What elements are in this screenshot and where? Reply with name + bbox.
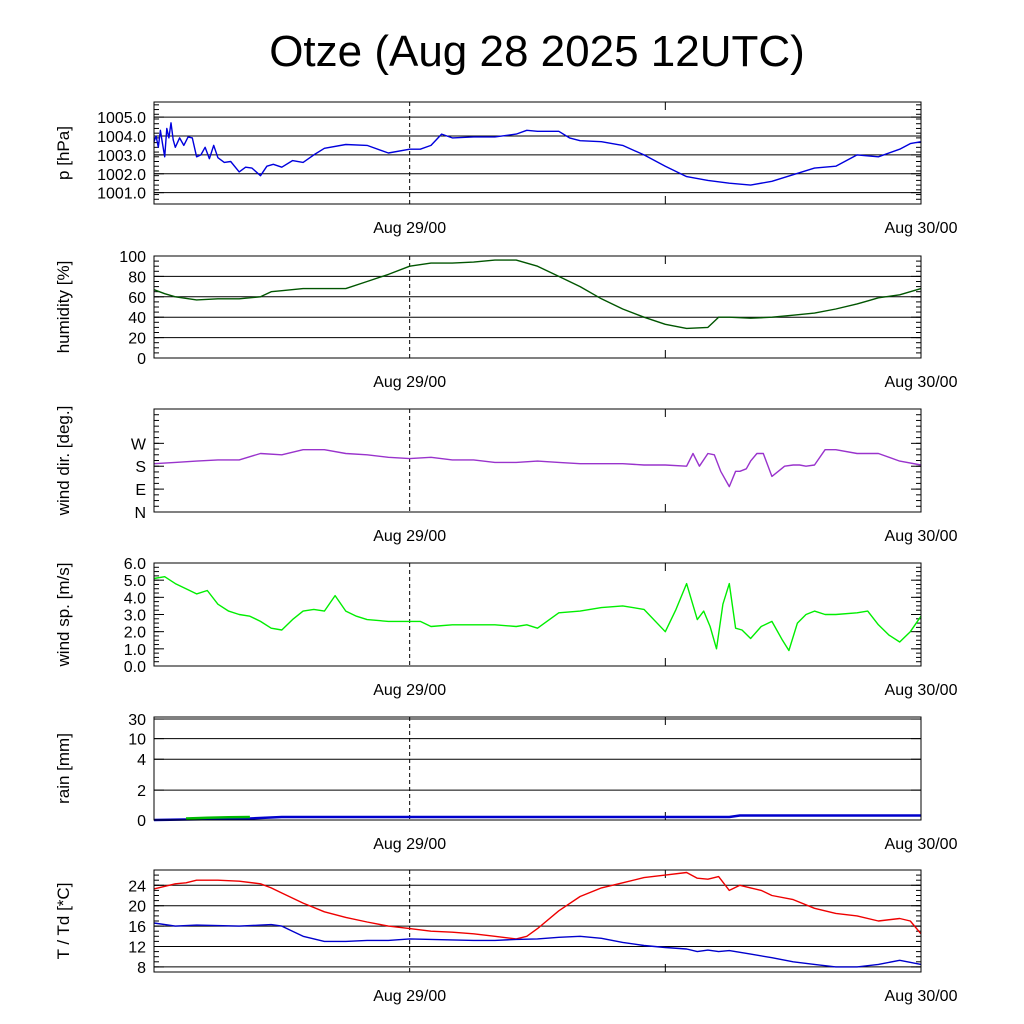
chart-title: Otze (Aug 28 2025 12UTC) (269, 27, 805, 76)
ytick-label: 1005.0 (97, 110, 146, 127)
y-axis-label: wind dir. [deg.] (54, 406, 73, 517)
xtick-label: Aug 29/00 (373, 988, 446, 1005)
xtick-label: Aug 29/00 (373, 374, 446, 391)
ytick-label: 12 (128, 940, 146, 957)
ytick-label: 20 (128, 331, 146, 348)
ytick-label: 4.0 (124, 590, 146, 607)
ytick-label: 0 (137, 813, 146, 830)
ytick-label: 1003.0 (97, 148, 146, 165)
xtick-label: Aug 30/00 (885, 988, 958, 1005)
xtick-label: Aug 29/00 (373, 682, 446, 699)
xtick-label: Aug 30/00 (885, 682, 958, 699)
ytick-label: 1001.0 (97, 186, 146, 203)
xtick-label: Aug 30/00 (885, 220, 958, 237)
plot-frame (153, 562, 922, 667)
y-axis-label: T / Td [*C] (54, 883, 73, 960)
series-line-2 (185, 815, 250, 820)
ytick-label: 20 (128, 899, 146, 916)
ytick-label: 2 (137, 783, 146, 800)
y-axis-label: p [hPa] (54, 126, 73, 180)
panel-2: 0 20 40 60 80 100 Aug 29/00 Aug 30/00 humidity [… (54, 249, 958, 391)
ytick-label: 2.0 (124, 625, 146, 642)
plot-frame (153, 869, 922, 973)
ytick-label: 24 (128, 878, 146, 895)
series-line-1 (153, 122, 922, 186)
ytick-label: 8 (137, 960, 146, 977)
ytick-label: 1002.0 (97, 167, 146, 184)
series-line-1 (153, 449, 922, 488)
ytick-label: 10 (128, 732, 146, 749)
y-axis-label: rain [mm] (54, 733, 73, 804)
series-line-1 (153, 814, 921, 822)
ytick-label: 40 (128, 310, 146, 327)
ytick-label: S (135, 459, 146, 476)
ytick-label: E (135, 482, 146, 499)
plot-frame (153, 101, 922, 205)
ytick-label: 100 (119, 249, 146, 266)
ytick-label: N (134, 505, 146, 522)
xtick-label: Aug 30/00 (885, 528, 958, 545)
xtick-label: Aug 30/00 (885, 374, 958, 391)
xtick-label: Aug 29/00 (373, 836, 446, 853)
ytick-label: 1.0 (124, 642, 146, 659)
xtick-label: Aug 29/00 (373, 528, 446, 545)
ytick-label: 80 (128, 269, 146, 286)
xtick-label: Aug 29/00 (373, 220, 446, 237)
plot-frame (153, 716, 922, 821)
panel-5: 0 2 4 10 30 Aug 29/00 Aug 30/00 rain [mm] (54, 712, 958, 853)
ytick-label: 6.0 (124, 556, 146, 573)
plot-frame (153, 408, 922, 513)
ytick-label: 30 (128, 712, 146, 729)
series-line-2 (153, 922, 922, 968)
ytick-label: 0.0 (124, 659, 146, 676)
series-line-1 (153, 871, 922, 940)
panel-1: 1001.0 1002.0 1003.0 1004.0 1005.0 Aug 29/00 A… (54, 101, 958, 237)
panel-6: 8 12 16 20 24 Aug 29/00 Aug 30/00 T / Td [*C] (54, 869, 958, 1005)
series-line-1 (153, 576, 922, 652)
ytick-label: 60 (128, 290, 146, 307)
ytick-label: 0 (137, 351, 146, 368)
ytick-label: 16 (128, 919, 146, 936)
ytick-label: 3.0 (124, 608, 146, 625)
panel-4: 0.01.02.03.04.05.06.0 Aug 29/00 Aug 30/00 w… (54, 556, 958, 699)
y-axis-label: humidity [%] (54, 261, 73, 354)
y-axis-label: wind sp. [m/s] (54, 563, 73, 668)
ytick-label: 1004.0 (97, 129, 146, 146)
ytick-label: W (131, 436, 147, 453)
ytick-label: 4 (137, 752, 146, 769)
ytick-label: 5.0 (124, 573, 146, 590)
series-line-1 (153, 259, 922, 330)
xtick-label: Aug 30/00 (885, 836, 958, 853)
plot-frame (153, 255, 922, 359)
